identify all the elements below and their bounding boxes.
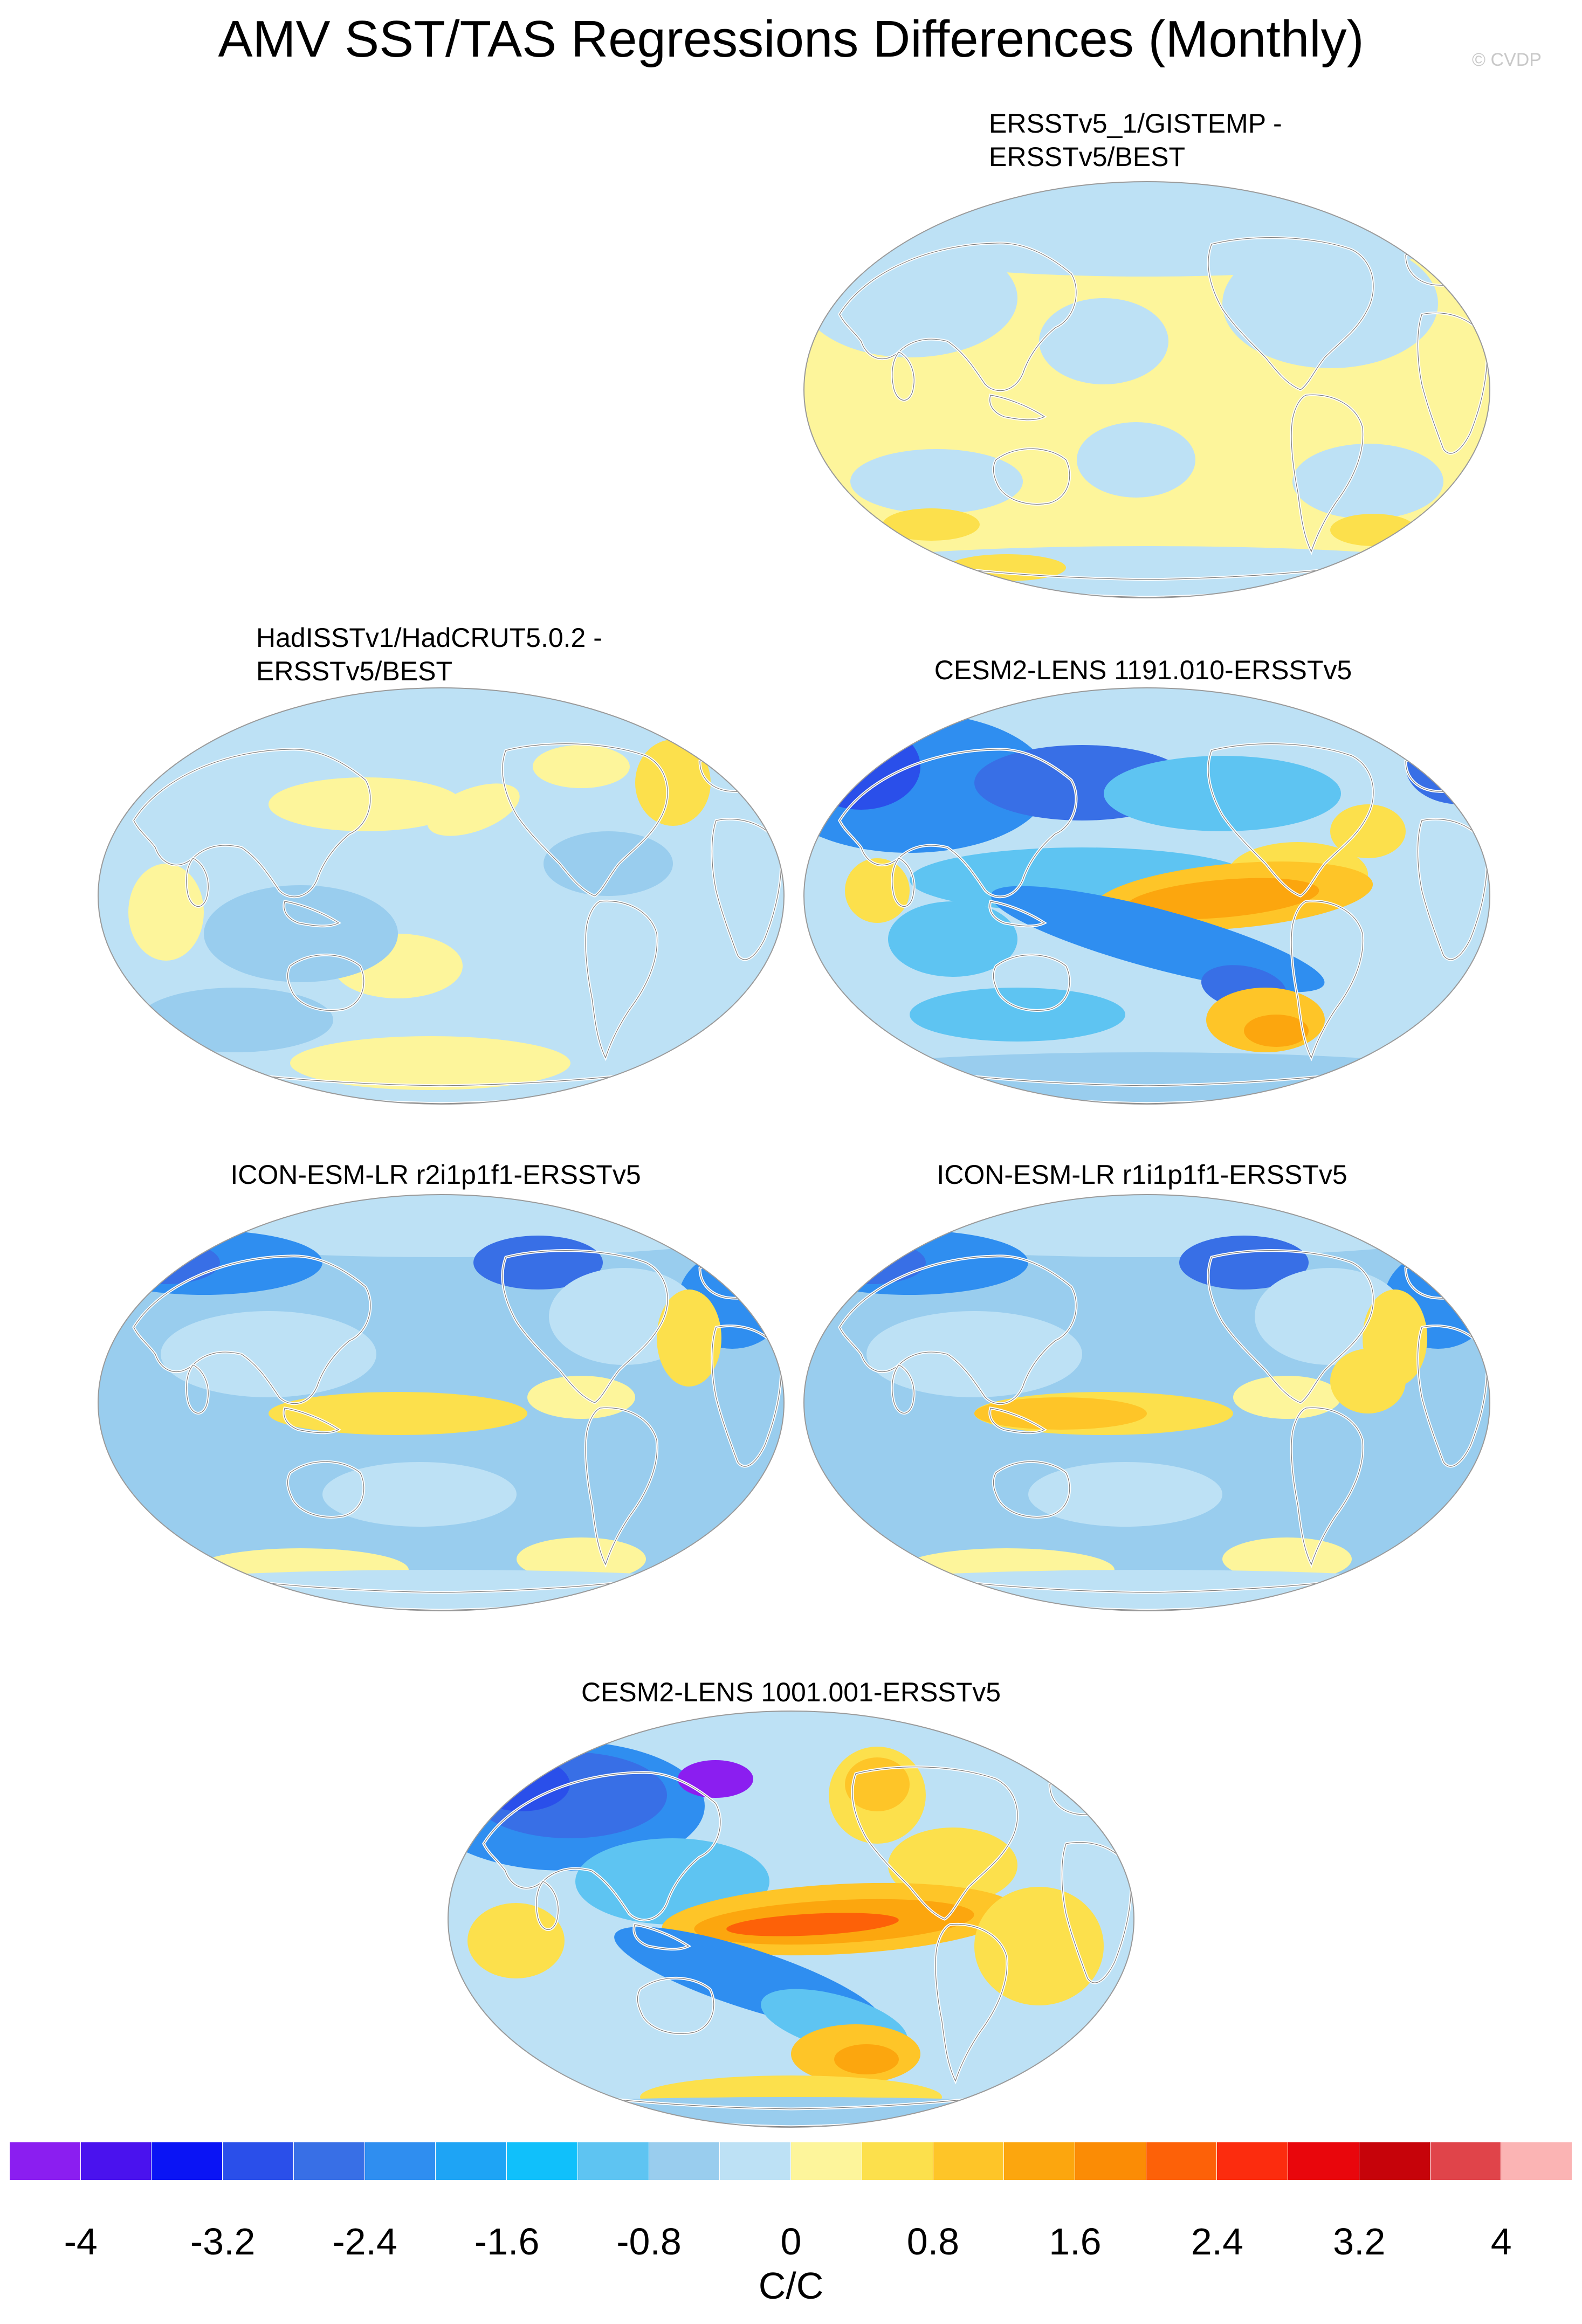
colorbar-tick-label: -0.8 [616, 2220, 682, 2263]
colorbar-tick-label: 0.8 [906, 2220, 960, 2263]
panel-title-3: CESM2-LENS 1191.010-ERSSTv5 [934, 653, 1352, 687]
panel-title-2-line-1: HadISSTv1/HadCRUT5.0.2 - [256, 623, 602, 653]
panel-title-5-line-1: ICON-ESM-LR r1i1p1f1-ERSSTv5 [937, 1160, 1347, 1190]
colorbar-swatch [1288, 2142, 1359, 2180]
colorbar-swatch [1359, 2142, 1430, 2180]
panel-title-6: CESM2-LENS 1001.001-ERSSTv5 [581, 1675, 1001, 1709]
colorbar-swatch [862, 2142, 933, 2180]
colorbar-swatch [933, 2142, 1005, 2180]
colorbar-swatch [293, 2142, 365, 2180]
colorbar-tick-label: -4 [64, 2220, 98, 2263]
panel-title-2-line-2: ERSSTv5/BEST [256, 656, 452, 686]
colorbar-units-label: C/C [758, 2265, 824, 2307]
panel-title-4: ICON-ESM-LR r2i1p1f1-ERSSTv5 [230, 1158, 641, 1191]
colorbar-swatch [577, 2142, 649, 2180]
colorbar-swatch [152, 2142, 223, 2180]
panel-title-1: ERSSTv5_1/GISTEMP - ERSSTv5/BEST [989, 107, 1282, 174]
colorbar-tick-label: 2.4 [1191, 2220, 1244, 2263]
colorbar-swatch [223, 2142, 294, 2180]
colorbar-swatch [1501, 2142, 1573, 2180]
map-panel-2 [98, 687, 785, 1105]
panel-title-1-line-2: ERSSTv5/BEST [989, 142, 1185, 172]
colorbar-swatch [1146, 2142, 1218, 2180]
colorbar-tick-label: 0 [780, 2220, 802, 2263]
map-panel-4 [98, 1194, 785, 1611]
map-panel-3 [803, 687, 1490, 1105]
colorbar-swatch [791, 2142, 862, 2180]
colorbar-swatch [720, 2142, 792, 2180]
panel-title-4-line-1: ICON-ESM-LR r2i1p1f1-ERSSTv5 [230, 1160, 641, 1190]
colorbar-swatch [1430, 2142, 1502, 2180]
cvdp-watermark: © CVDP [1472, 50, 1542, 70]
colorbar-tick-label: -1.6 [474, 2220, 540, 2263]
panel-title-5: ICON-ESM-LR r1i1p1f1-ERSSTv5 [937, 1158, 1347, 1191]
panel-title-1-line-1: ERSSTv5_1/GISTEMP - [989, 108, 1282, 139]
figure-title: AMV SST/TAS Regressions Differences (Mon… [218, 10, 1364, 68]
colorbar-swatch [1004, 2142, 1076, 2180]
colorbar-swatch [1075, 2142, 1146, 2180]
colorbar-tick-label: -2.4 [332, 2220, 397, 2263]
colorbar-tick-label: 1.6 [1049, 2220, 1102, 2263]
colorbar [10, 2142, 1573, 2180]
colorbar-swatch [80, 2142, 152, 2180]
colorbar-swatch [1217, 2142, 1289, 2180]
colorbar-tick-label: 3.2 [1333, 2220, 1386, 2263]
colorbar-swatch [364, 2142, 436, 2180]
panel-title-3-line-1: CESM2-LENS 1191.010-ERSSTv5 [934, 655, 1352, 685]
colorbar-swatch [649, 2142, 720, 2180]
colorbar-tick-label: 4 [1490, 2220, 1512, 2263]
colorbar-tick-label: -3.2 [190, 2220, 256, 2263]
panel-title-2: HadISSTv1/HadCRUT5.0.2 - ERSSTv5/BEST [256, 621, 602, 688]
colorbar-swatch [507, 2142, 578, 2180]
map-panel-5 [803, 1194, 1490, 1611]
map-panel-6 [448, 1711, 1134, 2128]
panel-title-6-line-1: CESM2-LENS 1001.001-ERSSTv5 [581, 1677, 1001, 1707]
map-panel-1 [803, 181, 1490, 598]
colorbar-swatch [436, 2142, 507, 2180]
colorbar-swatch [10, 2142, 81, 2180]
